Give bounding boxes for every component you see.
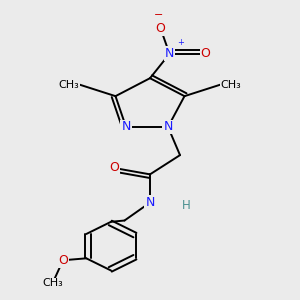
Text: O: O	[109, 161, 119, 174]
Text: O: O	[58, 254, 68, 267]
Text: N: N	[165, 47, 174, 60]
Text: −: −	[154, 10, 164, 20]
Text: CH₃: CH₃	[220, 80, 241, 90]
Text: N: N	[163, 120, 173, 134]
Text: O: O	[201, 47, 210, 60]
Text: H: H	[182, 199, 190, 212]
Text: N: N	[121, 120, 131, 134]
Text: CH₃: CH₃	[59, 80, 80, 90]
Text: N: N	[145, 196, 155, 209]
Text: O: O	[156, 22, 165, 35]
Text: +: +	[177, 38, 184, 47]
Text: CH₃: CH₃	[42, 278, 63, 288]
